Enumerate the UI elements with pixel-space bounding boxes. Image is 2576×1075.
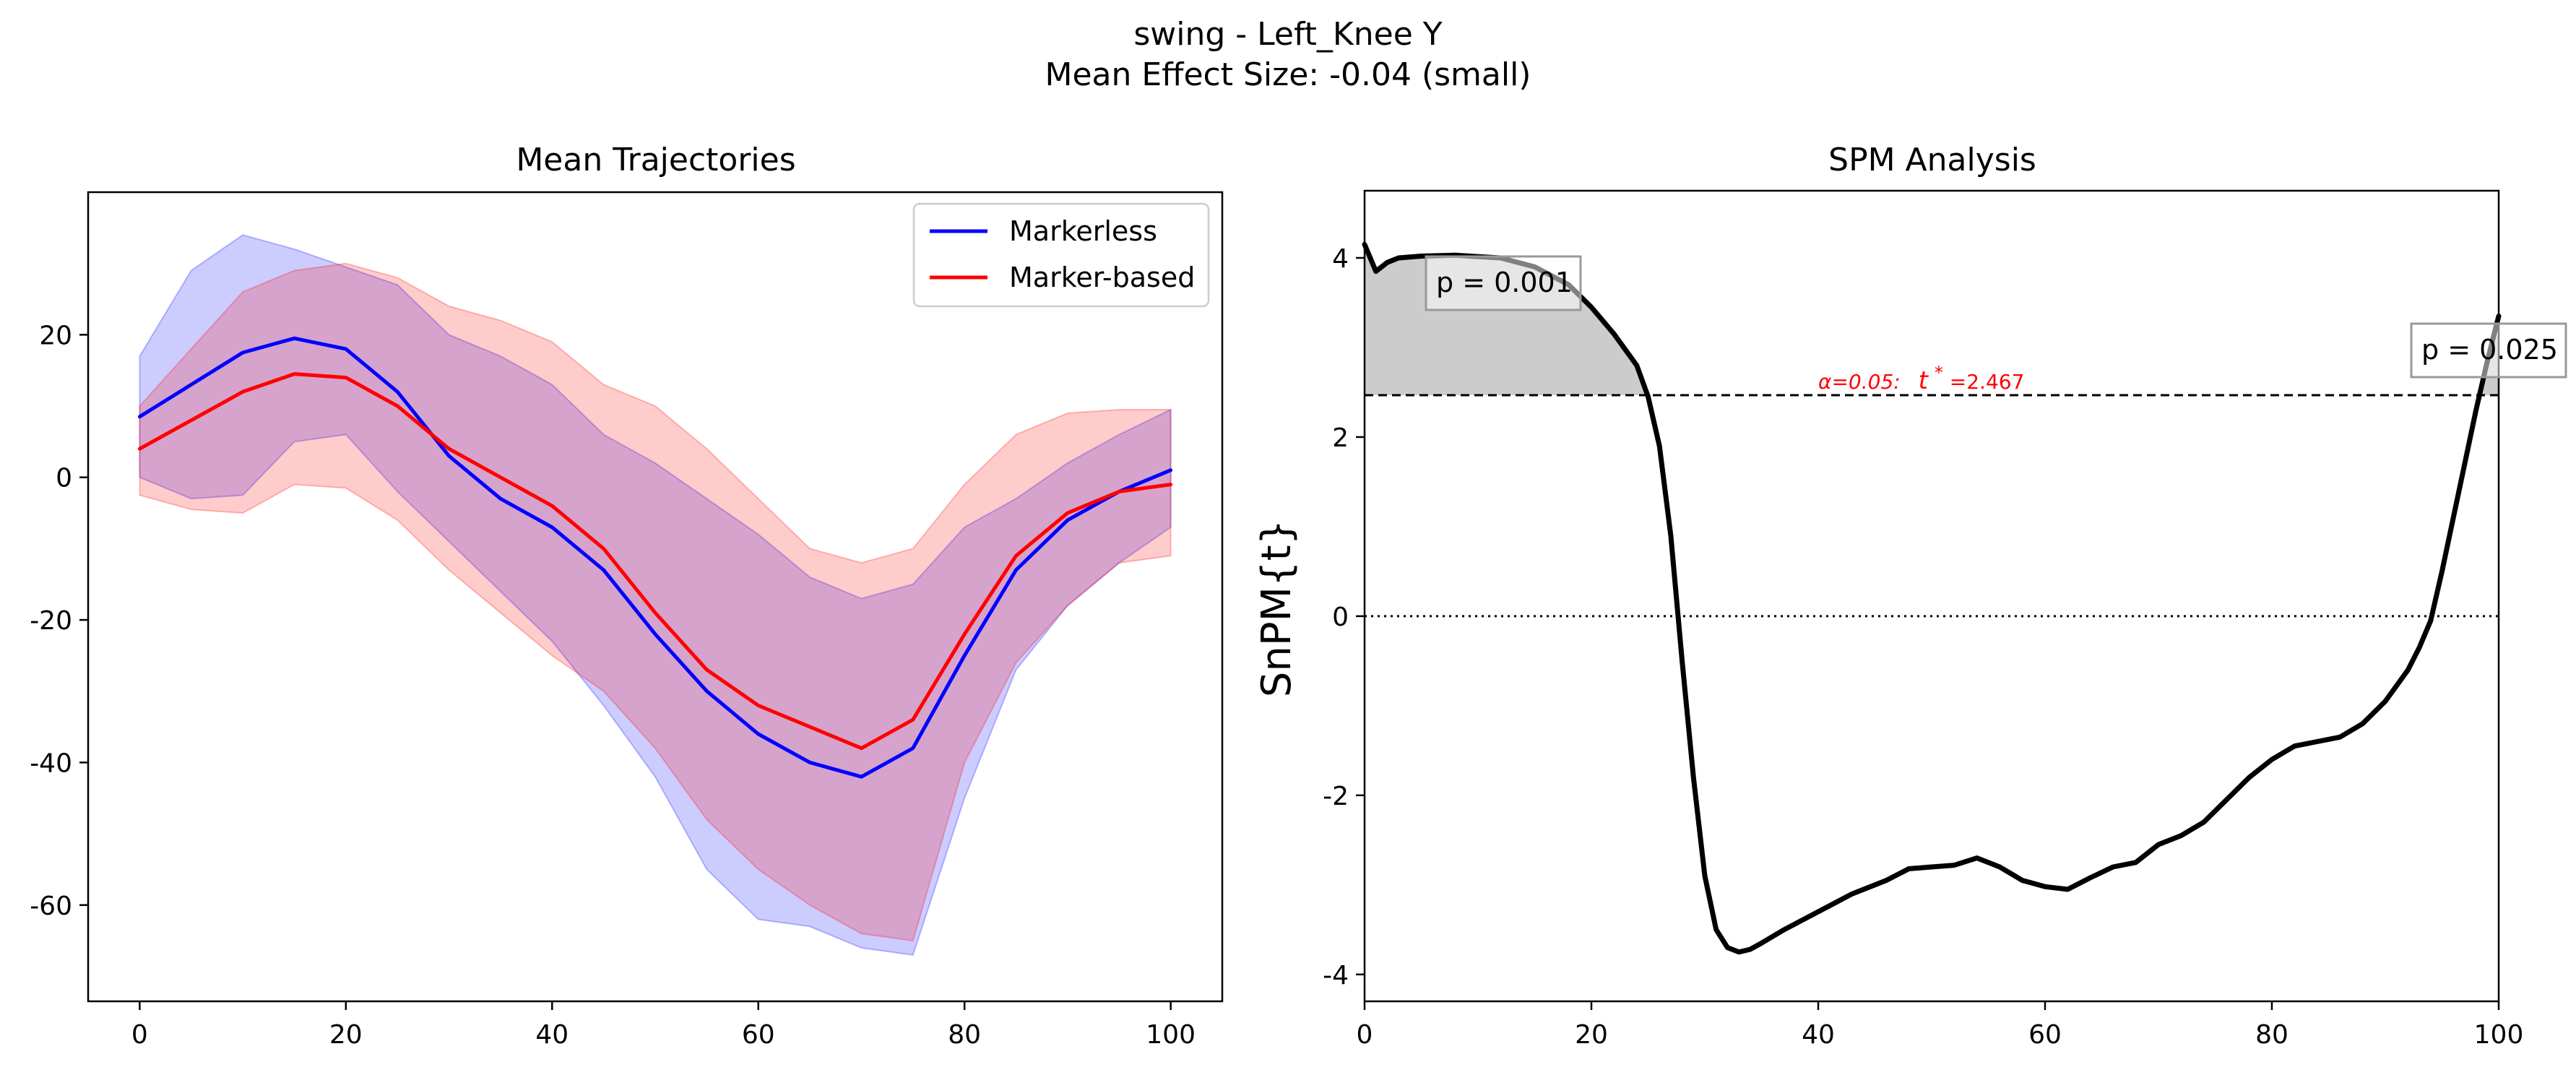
cluster-label-1-box xyxy=(1425,255,1582,311)
right-xtick-label-0: 0 xyxy=(1357,1020,1373,1050)
cluster-label-2: p = 0.025 xyxy=(2410,322,2567,379)
right-ytick-label-2: 2 xyxy=(1332,423,1349,453)
right-ytick-label-4: 4 xyxy=(1332,244,1349,274)
right-xtick-label-60: 60 xyxy=(2028,1020,2062,1050)
legend-label-markerless: Markerless xyxy=(1009,215,1157,247)
left-xtick-label-80: 80 xyxy=(948,1020,981,1050)
band-markerless xyxy=(139,234,1172,957)
left-x-axis: 0 20 40 60 80 100 xyxy=(131,1001,1196,1050)
line-marker-based xyxy=(137,372,1173,751)
cluster-label-1-text: p = 0.001 xyxy=(1436,267,1573,298)
threshold-label-t: t xyxy=(1919,366,1929,395)
threshold-label-star: * xyxy=(1935,363,1943,383)
right-y-axis: 4 2 0 -2 -4 xyxy=(1323,244,1365,990)
spm-reference-lines xyxy=(1365,394,2499,618)
left-ytick-label-neg60: -60 xyxy=(30,891,72,921)
spm-curve-group xyxy=(1362,241,2502,955)
left-plot-frame xyxy=(87,191,1224,1003)
legend-label-marker-based: Marker-based xyxy=(1009,262,1195,293)
right-xtick-label-100: 100 xyxy=(2474,1020,2524,1050)
right-xtick-label-40: 40 xyxy=(1802,1020,1835,1050)
right-panel-title: SPM Analysis xyxy=(1828,142,2036,178)
right-xtick-label-80: 80 xyxy=(2255,1020,2288,1050)
right-ytick-label-0: 0 xyxy=(1332,603,1349,632)
band-marker-based xyxy=(139,262,1172,942)
left-xtick-label-100: 100 xyxy=(1146,1020,1196,1050)
left-mean-lines xyxy=(137,336,1173,779)
left-ytick-label-neg40: -40 xyxy=(30,748,72,778)
right-plot-frame xyxy=(1363,189,2500,1003)
left-ytick-label-0: 0 xyxy=(56,464,72,493)
cluster-label-1: p = 0.001 xyxy=(1425,255,1582,311)
figure-title-line2: Mean Effect Size: -0.04 (small) xyxy=(1045,56,1531,93)
left-xtick-label-20: 20 xyxy=(329,1020,363,1050)
line-markerless xyxy=(137,336,1173,779)
right-y-axis-label: SnPM{t} xyxy=(1253,519,1300,697)
spm-analysis-panel: SPM Analysis SnPM{t} 0 20 40 60 80 100 420-2-… xyxy=(1253,142,2567,1050)
right-xtick-label-20: 20 xyxy=(1575,1020,1608,1050)
threshold-label-value: =2.467 xyxy=(1950,370,2025,394)
left-xtick-label-40: 40 xyxy=(535,1020,569,1050)
figure-title-line1: swing - Left_Knee Y xyxy=(1133,16,1442,53)
left-xtick-label-0: 0 xyxy=(131,1020,148,1050)
spm-curve xyxy=(1362,241,2502,955)
left-ytick-label-20: 20 xyxy=(39,321,72,350)
left-confidence-bands xyxy=(139,234,1172,957)
right-ytick-label-neg2: -2 xyxy=(1323,782,1349,811)
cluster-label-2-box xyxy=(2410,322,2567,379)
mean-trajectories-panel: Mean Trajectories 0 20 40 60 80 100 20 0 -20 -40… xyxy=(30,142,1224,1050)
left-ytick-label-neg20: -20 xyxy=(30,606,72,636)
legend: Markerless Marker-based xyxy=(912,202,1210,308)
cluster-label-2-text: p = 0.025 xyxy=(2421,334,2558,366)
right-x-axis: 0 20 40 60 80 100 xyxy=(1357,1001,2524,1050)
threshold-label: α=0.05: t * =2.467 xyxy=(1818,360,2024,395)
right-ytick-label-neg4: -4 xyxy=(1323,961,1349,990)
threshold-label-alpha: α=0.05: xyxy=(1818,370,1901,394)
left-panel-title: Mean Trajectories xyxy=(516,142,795,178)
left-xtick-label-60: 60 xyxy=(742,1020,775,1050)
left-y-axis: 20 0 -20 -40 -60 xyxy=(30,321,88,921)
